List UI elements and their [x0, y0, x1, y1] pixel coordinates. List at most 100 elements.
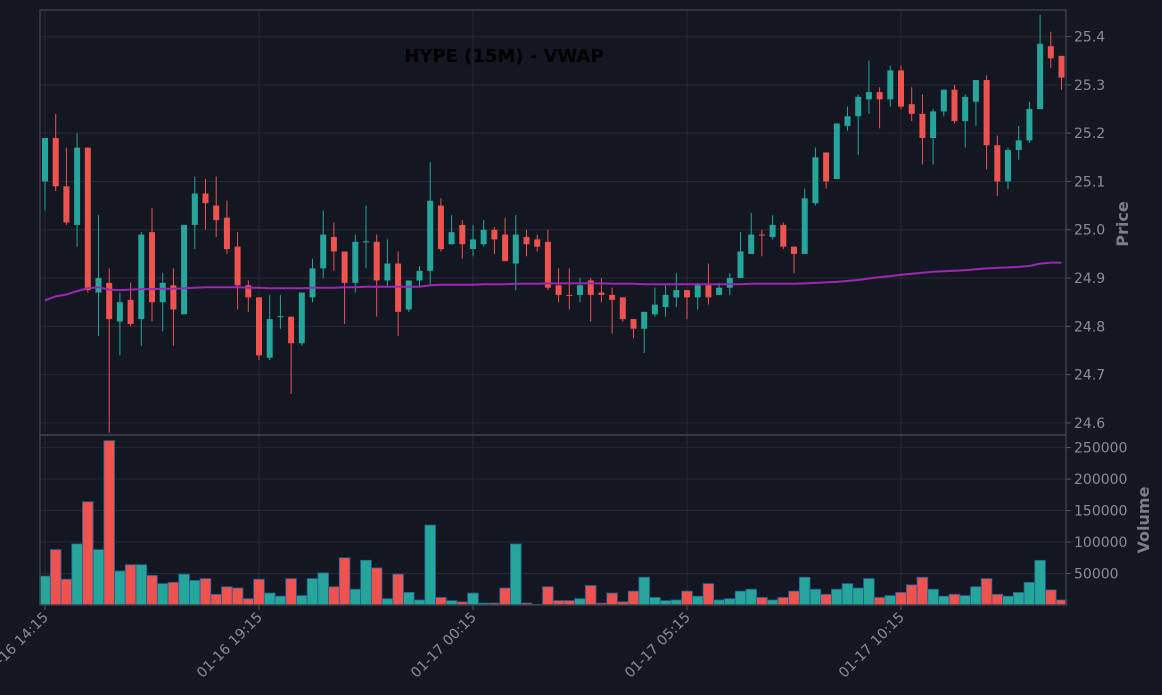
candle-body: [437, 205, 444, 250]
candle-body: [972, 80, 979, 102]
candle-body: [138, 234, 145, 320]
volume-bar: [542, 586, 554, 606]
volume-bar: [831, 588, 843, 606]
volume-bar: [49, 549, 62, 606]
volume-bar: [370, 567, 383, 606]
volume-bar: [1034, 559, 1046, 606]
volume-bar: [189, 580, 201, 606]
candle-body: [876, 92, 883, 100]
volume-bar: [349, 588, 362, 606]
volume-bar: [627, 590, 640, 606]
candle-body: [116, 302, 123, 322]
candle-body: [84, 147, 91, 291]
candle-body: [363, 241, 369, 243]
candle-body: [844, 116, 851, 126]
candle-body: [95, 278, 102, 293]
candle-body: [823, 152, 830, 182]
candle-body: [716, 287, 723, 295]
price-tick-label: 25.2: [1074, 126, 1105, 142]
volume-axis-label: Volume: [1134, 486, 1153, 553]
volume-tick-label: 50000: [1074, 567, 1119, 583]
volume-bar: [1055, 599, 1068, 606]
candle-body: [42, 137, 48, 182]
volume-bar: [873, 597, 886, 606]
volume-bar: [884, 595, 897, 606]
volume-bar: [424, 524, 436, 606]
volume-bar: [980, 578, 993, 606]
volume-tick-label: 200000: [1074, 472, 1127, 488]
volume-bar: [242, 598, 255, 606]
candle-body: [865, 92, 872, 100]
volume-bar: [360, 559, 372, 606]
volume-bar: [338, 557, 351, 606]
candle-body: [737, 251, 744, 279]
volume-bar: [263, 592, 276, 606]
candle-body: [609, 294, 616, 300]
volume-bar: [285, 578, 297, 606]
volume-bar: [938, 595, 950, 606]
volume-bar: [381, 598, 394, 606]
volume-bar: [916, 576, 929, 606]
candle-body: [1047, 46, 1054, 59]
candle-body: [855, 96, 862, 117]
candle-body: [502, 234, 509, 262]
candle-body: [748, 234, 755, 254]
volume-bar: [135, 564, 148, 606]
volume-bar: [691, 595, 704, 606]
candle-body: [288, 316, 295, 344]
volume-bar: [156, 583, 169, 606]
volume-bar: [638, 576, 650, 606]
candle-body: [191, 193, 198, 225]
volume-bar: [895, 592, 907, 606]
volume-bar: [991, 593, 1004, 606]
candle-body: [480, 229, 487, 245]
volume-bar: [510, 543, 522, 606]
volume-bar: [734, 590, 747, 606]
volume-bar: [841, 583, 854, 606]
candle-body: [202, 193, 209, 204]
volume-bar: [231, 587, 244, 606]
candle-body: [962, 96, 969, 122]
candle-body: [181, 224, 188, 315]
volume-bar: [413, 599, 426, 606]
volume-bar: [435, 597, 447, 606]
candle-body: [833, 123, 840, 180]
candle-body: [919, 113, 926, 138]
candle-body: [651, 304, 658, 315]
candle-body: [940, 89, 947, 112]
candle-body: [341, 251, 348, 283]
volume-bar: [274, 595, 287, 606]
candle-body: [908, 104, 915, 114]
volume-bar: [1023, 581, 1036, 606]
price-tick-label: 24.9: [1074, 271, 1105, 287]
candle-body: [1058, 55, 1065, 78]
candle-body: [684, 290, 690, 298]
volume-bar: [959, 595, 971, 606]
candle-body: [994, 145, 1001, 182]
chart-title: HYPE (15M) - VWAP: [404, 46, 603, 67]
candle-body: [52, 137, 59, 187]
candle-body: [887, 70, 894, 100]
candle-body: [63, 186, 70, 223]
candle-body: [630, 319, 637, 329]
candle-body: [149, 232, 155, 303]
candle-body: [159, 282, 166, 303]
candle-body: [256, 297, 262, 356]
volume-bar: [178, 573, 190, 606]
candle-body: [619, 297, 626, 320]
candle-body: [1026, 109, 1033, 141]
volume-bar: [82, 501, 94, 606]
volume-bar: [927, 588, 939, 606]
volume-bar: [724, 598, 736, 606]
candle-body: [769, 224, 776, 237]
candle-body: [726, 278, 733, 288]
candle-body: [555, 285, 562, 295]
candle-body: [566, 294, 573, 296]
volume-bar: [606, 592, 618, 606]
candle-body: [801, 198, 808, 254]
volume-bar: [948, 593, 961, 606]
price-axis: 24.6 24.7 24.8 24.9 25.0 25.1 25.2 25.3 25.4: [1066, 30, 1105, 432]
candle-body: [930, 111, 937, 138]
candle-body: [587, 280, 594, 295]
